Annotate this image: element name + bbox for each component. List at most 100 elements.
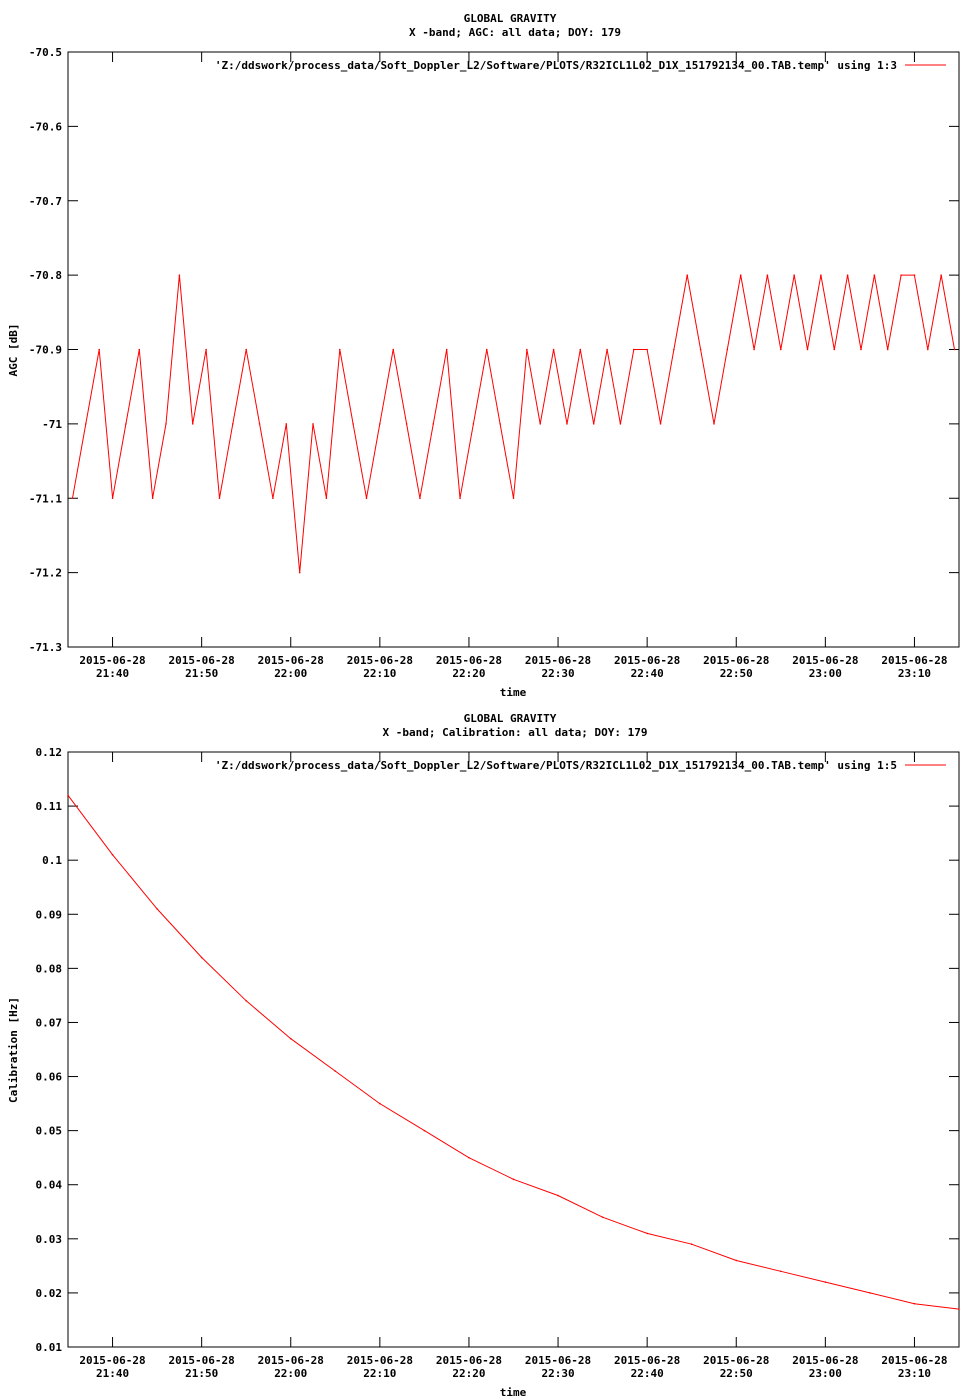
data-point (352, 423, 354, 425)
data-point (606, 348, 608, 351)
data-point (365, 497, 368, 500)
data-point (423, 1129, 426, 1132)
data-point (191, 423, 194, 425)
data-point (958, 1308, 960, 1310)
x-tick-date-label: 2015-06-28 (881, 1354, 947, 1367)
data-point (205, 348, 207, 351)
x-tick-time-label: 23:00 (809, 1367, 842, 1380)
data-point (468, 1156, 470, 1159)
data-point (557, 1194, 559, 1197)
x-tick-time-label: 23:00 (809, 667, 842, 680)
y-tick-label: -70.7 (29, 195, 62, 208)
agc-y-axis-label: AGC [dB] (7, 324, 20, 377)
data-point (445, 348, 448, 351)
y-tick-label: -71 (42, 418, 62, 431)
data-point (338, 348, 341, 351)
data-point (713, 423, 715, 425)
x-tick-date-label: 2015-06-28 (258, 654, 324, 667)
x-tick-time-label: 23:10 (898, 1367, 931, 1380)
data-point (258, 423, 261, 425)
data-point (539, 423, 542, 425)
calibration-plot-frame (67, 751, 960, 1348)
data-point (806, 348, 809, 351)
data-point (125, 423, 127, 425)
agc-legend-label: 'Z:/ddswork/process_data/Soft_Doppler_L2… (215, 59, 897, 72)
x-tick-date-label: 2015-06-28 (614, 654, 680, 667)
data-point (673, 348, 675, 351)
x-tick-time-label: 21:50 (185, 1367, 218, 1380)
x-tick-time-label: 22:50 (720, 1367, 753, 1380)
data-point (392, 348, 395, 351)
x-tick-time-label: 22:10 (363, 667, 396, 680)
data-point (156, 908, 158, 910)
agc-chart: GLOBAL GRAVITY X -band; AGC: all data; D… (7, 12, 960, 699)
data-point (913, 274, 916, 276)
data-point (739, 274, 742, 276)
data-point (298, 571, 301, 574)
data-point (245, 348, 247, 351)
data-point (646, 348, 648, 351)
calibration-chart-title: GLOBAL GRAVITY (464, 712, 557, 725)
agc-y-axis: -70.5 -70.6 -70.7 -70.8 -70.9 -71 -71.1 -71.2 -7… (29, 46, 959, 654)
data-point (846, 274, 849, 276)
data-point (699, 348, 702, 351)
x-tick-date-label: 2015-06-28 (347, 1354, 413, 1367)
data-point (619, 423, 622, 425)
y-tick-label: 0.04 (36, 1179, 63, 1192)
data-point (485, 348, 488, 351)
data-point (766, 274, 769, 276)
data-point (232, 423, 234, 425)
data-point (459, 497, 461, 500)
data-point (873, 274, 876, 276)
data-point (646, 1232, 648, 1235)
data-point (165, 423, 167, 425)
data-point (780, 1270, 782, 1273)
x-tick-time-label: 21:40 (96, 1367, 129, 1380)
data-point (379, 423, 381, 425)
data-point (111, 853, 114, 856)
x-tick-date-label: 2015-06-28 (881, 654, 947, 667)
data-point (312, 423, 314, 425)
data-point (566, 423, 568, 425)
data-point (472, 423, 475, 425)
agc-series (71, 274, 956, 574)
x-tick-date-label: 2015-06-28 (792, 654, 858, 667)
y-tick-label: -70.8 (29, 269, 62, 282)
data-point (793, 274, 795, 276)
data-point (138, 348, 141, 351)
x-tick-date-label: 2015-06-28 (436, 1354, 502, 1367)
y-tick-label: 0.09 (36, 908, 63, 921)
data-point (833, 348, 836, 351)
x-tick-time-label: 22:20 (452, 667, 485, 680)
x-tick-time-label: 22:40 (631, 1367, 664, 1380)
data-point (780, 348, 782, 351)
agc-chart-subtitle: X -band; AGC: all data; DOY: 179 (409, 26, 621, 39)
x-tick-time-label: 22:50 (720, 667, 753, 680)
data-point (552, 348, 555, 351)
data-point (289, 1037, 292, 1040)
data-point (432, 423, 435, 425)
data-point (512, 497, 515, 500)
y-tick-label: -71.2 (29, 567, 62, 580)
data-point (111, 497, 114, 500)
y-tick-label: 0.05 (36, 1125, 63, 1138)
agc-x-axis: 2015-06-2821:402015-06-2821:502015-06-28… (79, 52, 948, 680)
data-point (869, 1292, 871, 1294)
data-point (98, 348, 100, 351)
x-tick-time-label: 21:40 (96, 667, 129, 680)
x-tick-date-label: 2015-06-28 (169, 654, 235, 667)
data-point (601, 1216, 604, 1218)
data-point (753, 348, 755, 351)
agc-x-axis-label: time (500, 686, 527, 699)
data-point (325, 497, 328, 500)
data-point (659, 423, 662, 425)
data-point (334, 1070, 337, 1072)
calibration-y-axis: 0.12 0.11 0.1 0.09 0.08 0.07 0.06 0.05 0.04 0.03 0… (36, 746, 959, 1354)
x-tick-time-label: 22:00 (274, 667, 307, 680)
y-tick-label: -70.9 (29, 344, 62, 357)
calibration-x-axis: 2015-06-28 21:40 2015-06-28 21:50 2015-06-28… (79, 752, 948, 1380)
calibration-series (67, 794, 960, 1310)
x-tick-date-label: 2015-06-28 (614, 1354, 680, 1367)
x-tick-date-label: 2015-06-28 (258, 1354, 324, 1367)
